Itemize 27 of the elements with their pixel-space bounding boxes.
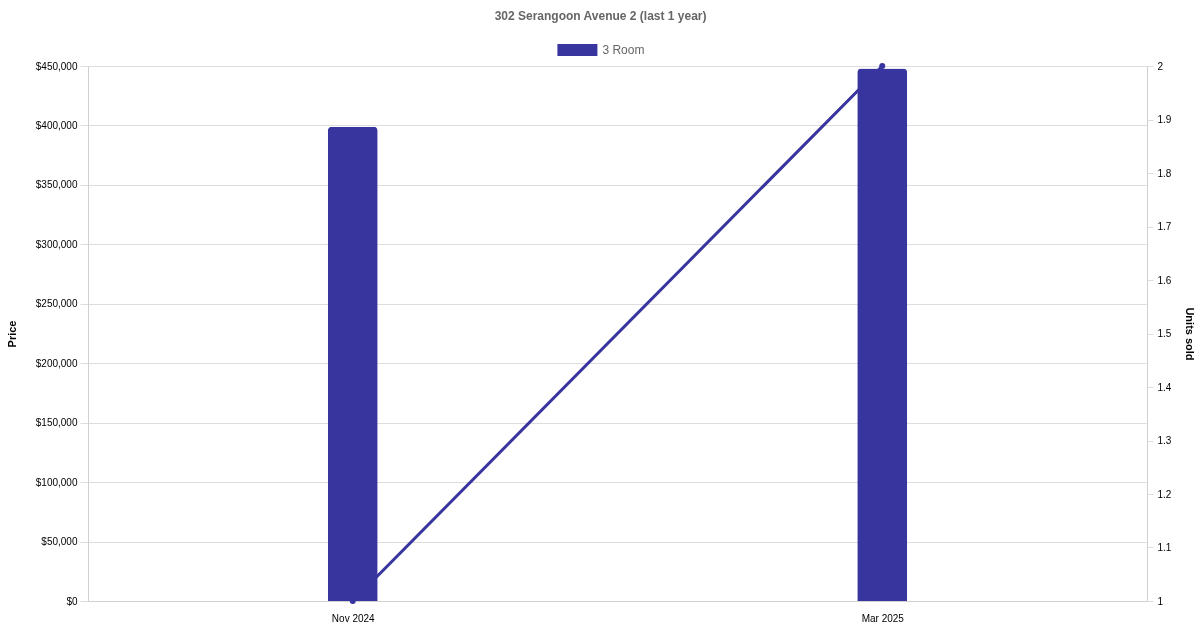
y-tick-label: $150,000	[35, 417, 78, 429]
y-tick-label: $250,000	[35, 298, 78, 310]
legend-label: 3 Room	[602, 43, 645, 57]
y2-tick-label: 1.2	[1157, 488, 1172, 500]
y-tick-label: $200,000	[35, 357, 78, 369]
y-axis-title: Price	[5, 320, 18, 348]
y-tick-label: $0	[66, 595, 78, 607]
x-tick-label: Nov 2024	[331, 612, 376, 624]
y2-tick-label: 1.1	[1157, 542, 1172, 553]
y2-tick-label: 1.7	[1157, 221, 1172, 232]
chart-title: 302 Serangoon Avenue 2 (last 1 year)	[494, 9, 707, 23]
y-tick-label: $50,000	[41, 536, 78, 548]
y-tick-label: $450,000	[35, 60, 78, 72]
y2-tick-label: 1.4	[1157, 381, 1172, 393]
y-tick-label: $350,000	[35, 179, 78, 191]
y2-tick-label: 1	[1157, 595, 1164, 607]
y-tick-label: $300,000	[35, 238, 78, 250]
y2-tick-label: 1.5	[1157, 328, 1172, 339]
y2-tick-label: 1.3	[1157, 435, 1172, 446]
y2-tick-label: 1.6	[1157, 274, 1172, 286]
y2-tick-label: 2	[1157, 60, 1164, 72]
y-tick-label: $100,000	[35, 476, 78, 488]
y2-tick-label: 1.9	[1157, 114, 1172, 125]
x-tick-label: Mar 2025	[861, 612, 905, 624]
y2-axis-title: Units sold	[1184, 307, 1197, 361]
y-tick-label: $400,000	[35, 119, 78, 131]
y2-tick-label: 1.8	[1157, 167, 1172, 179]
